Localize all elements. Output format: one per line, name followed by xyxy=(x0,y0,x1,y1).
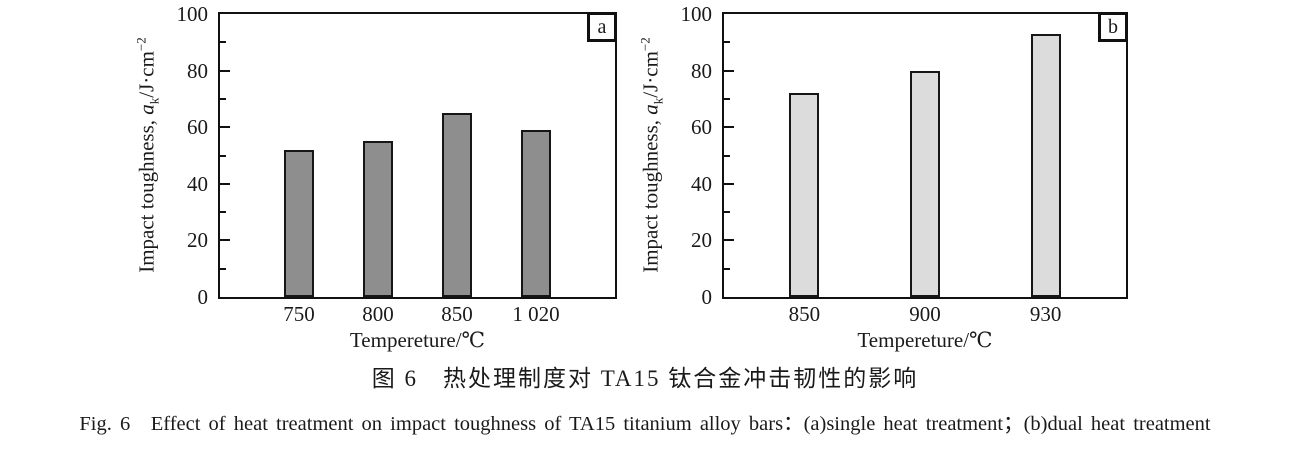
y-axis-subscript: k xyxy=(146,97,162,105)
y-axis-exponent: −2 xyxy=(133,37,149,52)
y-axis-subscript: k xyxy=(650,97,666,105)
y-minor-tick xyxy=(220,211,226,214)
y-axis-symbol: a xyxy=(134,104,159,115)
y-major-tick xyxy=(220,69,230,72)
y-minor-tick xyxy=(724,97,730,100)
chart-b: Impact toughness, ak/J·cm−2 b Temperetur… xyxy=(637,0,1290,360)
y-major-tick xyxy=(724,126,734,129)
y-minor-tick xyxy=(220,267,226,270)
bar xyxy=(910,70,940,297)
y-tick-label: 20 xyxy=(691,228,712,253)
y-minor-tick xyxy=(724,154,730,157)
y-minor-tick xyxy=(724,211,730,214)
y-tick-label: 60 xyxy=(187,115,208,140)
bar xyxy=(521,130,551,297)
y-axis-exponent: −2 xyxy=(637,37,653,52)
panel-label: b xyxy=(1098,12,1128,42)
x-tick-label: 930 xyxy=(1029,302,1062,326)
bar xyxy=(789,93,820,297)
caption-english: Fig. 6 Effect of heat treatment on impac… xyxy=(79,413,1211,435)
x-tick-label: 850 xyxy=(441,302,473,326)
x-axis-title: Tempereture/℃ xyxy=(349,328,486,352)
y-tick-label: 80 xyxy=(691,58,712,83)
y-major-tick xyxy=(724,182,734,185)
y-major-tick xyxy=(220,182,230,185)
y-tick-label: 80 xyxy=(187,58,208,83)
y-tick-label: 40 xyxy=(691,171,712,196)
y-tick-label: 60 xyxy=(691,115,712,140)
y-minor-tick xyxy=(220,97,226,100)
x-tick-label: 850 xyxy=(788,302,821,326)
y-minor-tick xyxy=(220,154,226,157)
caption-chinese: 图 6 热处理制度对 TA15 钛合金冲击韧性的影响 xyxy=(371,366,919,391)
y-tick-label: 100 xyxy=(176,2,209,26)
panel-label: a xyxy=(587,12,617,42)
bar xyxy=(363,141,393,297)
bar xyxy=(442,113,472,297)
x-tick-label: 800 xyxy=(362,302,394,326)
y-minor-tick xyxy=(220,41,226,44)
y-minor-tick xyxy=(724,267,730,270)
plot-area: b xyxy=(722,12,1128,299)
x-tick-label: 900 xyxy=(909,302,941,326)
y-major-tick xyxy=(724,239,734,242)
y-major-tick xyxy=(220,126,230,129)
x-tick-label: 750 xyxy=(283,302,315,326)
bar xyxy=(1030,33,1061,297)
y-major-tick xyxy=(220,239,230,242)
y-tick-label: 0 xyxy=(701,285,713,309)
chart-a: Impact toughness, ak/J·cm−2 a Temperetur… xyxy=(0,0,645,360)
x-tick-label: 1 020 xyxy=(512,302,560,326)
x-axis-title: Tempereture/℃ xyxy=(857,328,993,352)
y-tick-label: 40 xyxy=(187,171,208,196)
y-major-tick xyxy=(724,69,734,72)
bar xyxy=(284,149,314,297)
y-tick-label: 0 xyxy=(197,285,209,309)
y-tick-label: 20 xyxy=(187,228,208,253)
y-axis-symbol: a xyxy=(638,104,663,115)
plot-area: a xyxy=(218,12,617,299)
y-tick-label: 100 xyxy=(680,2,713,26)
y-minor-tick xyxy=(724,41,730,44)
